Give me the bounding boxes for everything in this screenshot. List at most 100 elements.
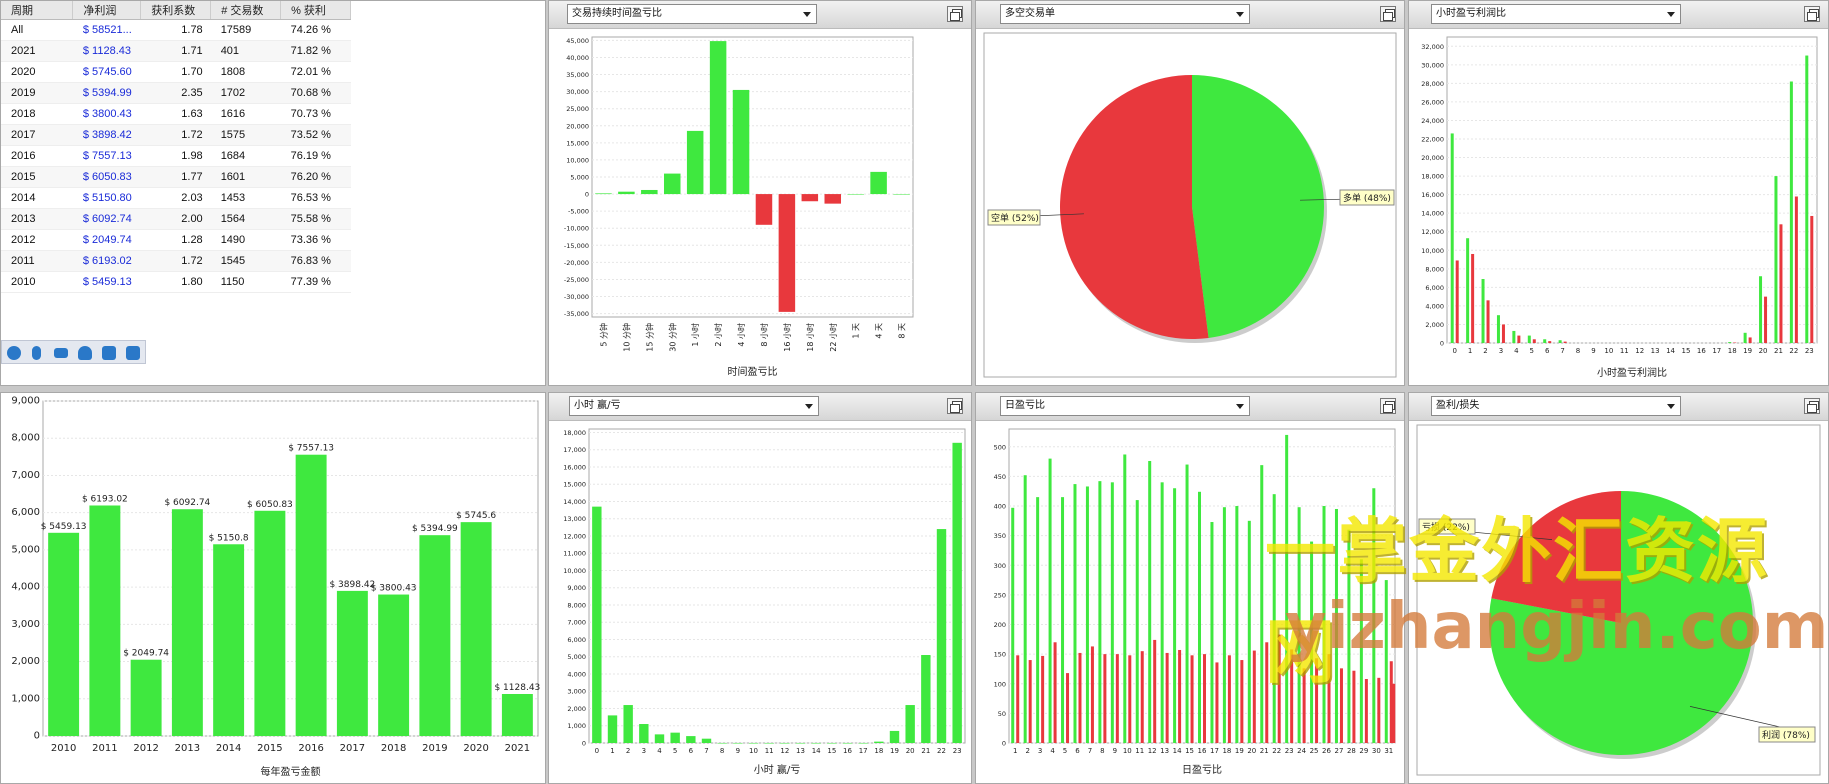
- profitloss-select[interactable]: 盈利/损失: [1431, 396, 1681, 416]
- plot-area: [42, 400, 539, 737]
- bar: [847, 194, 864, 195]
- y-tick-label: 24,000: [1421, 117, 1444, 125]
- maximize-icon[interactable]: [947, 6, 963, 22]
- cell-profit-factor: 1.28: [140, 229, 211, 251]
- bar: [842, 743, 853, 744]
- col-win-pct[interactable]: % 获利: [280, 1, 351, 20]
- bar: [1011, 507, 1015, 743]
- table-row[interactable]: 2011 $ 6193.02 1.72 1545 76.83 %: [1, 250, 351, 272]
- hourwl-select[interactable]: 小时 赢/亏: [569, 396, 819, 416]
- table-row[interactable]: 2019 $ 5394.99 2.35 1702 70.68 %: [1, 82, 351, 104]
- hourwl-header: 小时 赢/亏: [549, 393, 971, 421]
- data-label: $ 3898.42: [329, 580, 375, 590]
- hourly-header: 小时盈亏利润比: [1409, 1, 1828, 29]
- cell-trades: 1601: [210, 166, 281, 188]
- cell-trades: 1684: [210, 145, 281, 167]
- cell-period: 2013: [1, 208, 73, 230]
- slice-name: 空单: [991, 212, 1009, 224]
- bar: [1563, 341, 1567, 343]
- x-tick-label: 19: [1743, 347, 1752, 355]
- duration-chart: -35,000 -30,000 -25,000 -20,000 -15,000 -10,0…: [564, 36, 914, 378]
- cell-period: 2018: [1, 103, 73, 125]
- maximize-icon[interactable]: [1804, 398, 1820, 414]
- maximize-icon[interactable]: [947, 398, 963, 414]
- bar: [1805, 55, 1809, 343]
- table-row[interactable]: 2020 $ 5745.60 1.70 1808 72.01 %: [1, 61, 351, 83]
- cell-win-pct: 76.20 %: [280, 166, 351, 188]
- bar: [893, 194, 910, 195]
- bar: [1053, 642, 1057, 743]
- longshort-select[interactable]: 多空交易单: [1000, 4, 1250, 24]
- x-tick-label: 10: [1604, 347, 1613, 355]
- table-row[interactable]: 2018 $ 3800.43 1.63 1616 70.73 %: [1, 103, 351, 125]
- maximize-icon[interactable]: [1380, 398, 1396, 414]
- table-header-row: 周期 净利润 获利系数 # 交易数 % 获利: [1, 1, 351, 20]
- table-row[interactable]: 2017 $ 3898.42 1.72 1575 73.52 %: [1, 124, 351, 146]
- cell-profit-factor: 1.71: [140, 40, 211, 62]
- x-tick-label: 8: [1576, 347, 1580, 355]
- x-tick-label: 23: [1285, 747, 1294, 755]
- y-tick-label: 32,000: [1421, 43, 1444, 51]
- duration-select[interactable]: 交易持续时间盈亏比: [567, 4, 817, 24]
- table-row[interactable]: 2010 $ 5459.13 1.80 1150 77.39 %: [1, 271, 351, 293]
- table-row[interactable]: 2012 $ 2049.74 1.28 1490 73.36 %: [1, 229, 351, 251]
- x-tick-label: 15 分钟: [644, 323, 654, 352]
- y-tick-label: 0: [34, 731, 40, 742]
- keyboard-icon[interactable]: [54, 348, 68, 358]
- bar: [755, 194, 773, 225]
- smiley-icon[interactable]: [7, 346, 21, 360]
- grid-icon[interactable]: [126, 346, 140, 360]
- cell-win-pct: 74.26 %: [280, 19, 351, 41]
- y-tick-label: 45,000: [566, 37, 589, 45]
- x-tick-label: 30: [1372, 747, 1381, 755]
- bar: [1389, 661, 1393, 743]
- x-tick-label: 12: [1148, 747, 1157, 755]
- y-tick-label: -15,000: [564, 242, 589, 250]
- bar: [171, 509, 203, 736]
- table-row[interactable]: 2013 $ 6092.74 2.00 1564 75.58 %: [1, 208, 351, 230]
- bar: [89, 505, 121, 736]
- col-trades[interactable]: # 交易数: [210, 1, 282, 20]
- hourly-select[interactable]: 小时盈亏利润比: [1431, 4, 1681, 24]
- y-tick-label: 6,000: [11, 507, 40, 518]
- microphone-icon[interactable]: [32, 346, 41, 360]
- user-icon[interactable]: [78, 346, 92, 360]
- x-tick-label: 12: [1635, 347, 1644, 355]
- maximize-icon[interactable]: [1804, 6, 1820, 22]
- x-tick-label: 1 天: [852, 323, 861, 339]
- x-tick-label: 24: [1297, 747, 1306, 755]
- cell-profit-factor: 1.77: [140, 166, 211, 188]
- maximize-icon[interactable]: [1380, 6, 1396, 22]
- x-axis-label: 日盈亏比: [1182, 764, 1222, 776]
- x-tick-label: 22: [1789, 347, 1798, 355]
- profitloss-header: 盈利/损失: [1409, 393, 1828, 421]
- y-tick-label: 250: [994, 591, 1006, 599]
- col-period[interactable]: 周期: [1, 1, 74, 20]
- x-tick-label: 5: [1063, 747, 1067, 755]
- bar: [1748, 337, 1752, 343]
- table-row[interactable]: 2015 $ 6050.83 1.77 1601 76.20 %: [1, 166, 351, 188]
- daily-select[interactable]: 日盈亏比: [1000, 396, 1250, 416]
- x-tick-label: 16: [1198, 747, 1207, 755]
- bar: [1110, 482, 1114, 743]
- x-tick-label: 6: [1075, 747, 1080, 755]
- col-profit-factor[interactable]: 获利系数: [140, 1, 212, 20]
- x-tick-label: 23: [953, 747, 962, 755]
- col-net-profit[interactable]: 净利润: [72, 1, 142, 20]
- x-tick-label: 15: [1681, 347, 1690, 355]
- cell-win-pct: 71.82 %: [280, 40, 351, 62]
- table-row[interactable]: 2014 $ 5150.80 2.03 1453 76.53 %: [1, 187, 351, 209]
- bar: [1322, 506, 1326, 743]
- y-tick-label: -20,000: [564, 259, 589, 267]
- x-tick-label: 4: [657, 747, 662, 755]
- x-tick-label: 1: [1468, 347, 1472, 355]
- shirt-icon[interactable]: [102, 346, 116, 360]
- table-row[interactable]: All $ 58521... 1.78 17589 74.26 %: [1, 19, 351, 41]
- y-tick-label: 12,000: [1421, 228, 1444, 236]
- table-row[interactable]: 2016 $ 7557.13 1.98 1684 76.19 %: [1, 145, 351, 167]
- cell-period: 2014: [1, 187, 73, 209]
- x-tick-label: 15: [827, 747, 836, 755]
- bar: [1334, 508, 1338, 743]
- table-row[interactable]: 2021 $ 1128.43 1.71 401 71.82 %: [1, 40, 351, 62]
- data-label: $ 5394.99: [412, 524, 458, 534]
